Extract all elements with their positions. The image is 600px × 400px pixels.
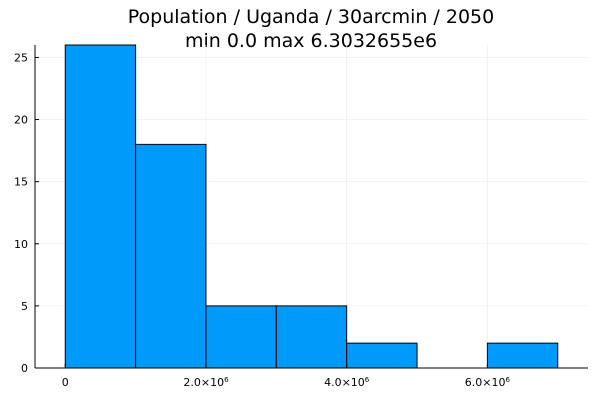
y-tick-label: 0 xyxy=(21,362,28,375)
y-tick-label: 20 xyxy=(14,114,28,127)
histogram-bar xyxy=(205,305,277,369)
y-tick-labels: 0 5 10 15 20 25 xyxy=(14,51,28,375)
histogram-bar xyxy=(486,342,559,369)
y-tick-label: 10 xyxy=(14,238,28,251)
x-tick-labels: 0 2.0×106 4.0×106 6.0×106 xyxy=(62,376,511,389)
x-tick-label: 4.0×106 xyxy=(324,376,370,389)
bars-layer xyxy=(64,44,559,369)
chart-title: Population / Uganda / 30arcmin / 2050 xyxy=(128,6,494,28)
y-tick-label: 5 xyxy=(21,300,28,313)
y-tick-label: 25 xyxy=(14,51,28,64)
y-tick-label: 15 xyxy=(14,176,28,189)
histogram-bar xyxy=(135,143,207,369)
chart-subtitle: min 0.0 max 6.3032655e6 xyxy=(185,30,437,52)
histogram-bar xyxy=(275,305,348,369)
axes-layer xyxy=(34,45,588,369)
x-tick-label: 2.0×106 xyxy=(183,376,229,389)
histogram-bar xyxy=(64,44,137,369)
histogram-bar xyxy=(346,342,418,369)
x-tick-label: 0 xyxy=(62,376,69,389)
x-tick-label: 6.0×106 xyxy=(465,376,511,389)
